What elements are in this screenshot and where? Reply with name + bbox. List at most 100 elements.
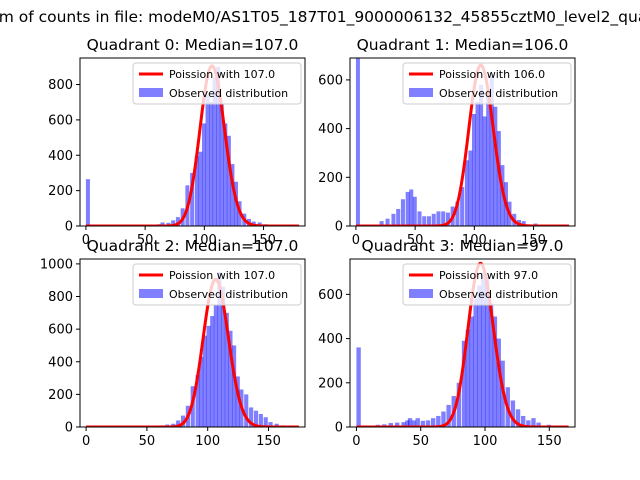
histogram-bar xyxy=(244,394,249,427)
y-tick-label: 200 xyxy=(48,388,73,403)
histogram-bar xyxy=(356,347,361,427)
legend-box xyxy=(132,263,302,306)
histogram-bar xyxy=(223,123,228,226)
histogram-bar xyxy=(355,58,360,226)
x-tick-label: 0 xyxy=(82,434,90,449)
x-tick-label: 100 xyxy=(473,434,498,449)
legend-box xyxy=(132,62,302,105)
y-tick-label: 600 xyxy=(318,288,343,303)
histogram-bar xyxy=(425,420,431,427)
histogram-bar xyxy=(205,95,210,226)
histogram-bar xyxy=(461,340,467,427)
x-tick-label: 100 xyxy=(192,233,217,248)
y-tick-label: 0 xyxy=(65,220,73,235)
histogram-bar xyxy=(510,400,516,427)
histogram-bar xyxy=(224,312,229,427)
histogram-bar xyxy=(536,422,541,427)
y-tick-label: 400 xyxy=(48,149,73,164)
histogram-bar xyxy=(385,218,390,226)
histogram-bar xyxy=(396,208,401,226)
histogram-bar xyxy=(409,189,414,226)
legend-label-observed: Observed distribution xyxy=(169,288,288,301)
y-tick-label: 0 xyxy=(335,421,343,436)
histogram-bar xyxy=(190,172,195,226)
histogram-bar xyxy=(160,222,165,226)
y-tick-label: 400 xyxy=(318,332,343,347)
legend-label-observed: Observed distribution xyxy=(439,288,558,301)
histogram-bar xyxy=(489,75,494,226)
histogram-bar xyxy=(526,420,531,427)
histogram-bar xyxy=(401,422,406,427)
x-tick-label: 150 xyxy=(521,233,546,248)
histogram-bar xyxy=(436,211,441,226)
y-tick-label: 200 xyxy=(318,171,343,186)
histogram-bar xyxy=(274,423,279,427)
x-tick-label: 150 xyxy=(537,434,562,449)
x-tick-label: 50 xyxy=(412,434,429,449)
legend-label-poisson: Poission with 107.0 xyxy=(169,68,275,81)
histogram-bar xyxy=(496,338,501,427)
x-tick-label: 150 xyxy=(251,233,276,248)
histogram-bar xyxy=(395,422,400,427)
histogram-bar xyxy=(482,116,487,226)
histogram-bar xyxy=(206,325,211,427)
axes-frame xyxy=(79,258,306,428)
histogram-bar xyxy=(485,276,490,427)
histogram-bar xyxy=(268,422,273,427)
histogram-bar xyxy=(477,285,482,427)
histogram-bar xyxy=(468,150,473,226)
histogram-bar xyxy=(235,376,240,427)
y-tick-label: 400 xyxy=(318,122,343,137)
subplot-quadrant-1: 0 50 100 150 0 200 400 600 Poission with 106.0 Ob… xyxy=(318,36,576,248)
histogram-bar xyxy=(426,216,431,226)
subplot-quadrant-2: 0 50 100 150 0 200 400 600 800 1000 Poission with … xyxy=(40,237,306,449)
legend-label-poisson: Poission with 106.0 xyxy=(439,68,545,81)
histogram-bar xyxy=(379,221,384,226)
histogram-bar xyxy=(486,94,491,226)
histogram-bar xyxy=(431,213,436,226)
x-tick-label: 50 xyxy=(137,233,154,248)
x-tick-label: 0 xyxy=(352,434,360,449)
histogram-bar xyxy=(521,221,526,226)
histogram-bar xyxy=(216,66,221,226)
histogram-bar xyxy=(258,413,263,427)
histogram-bar xyxy=(492,316,498,427)
y-tick-label: 600 xyxy=(48,113,73,128)
histogram-bar xyxy=(436,415,441,427)
subplot-title: Quadrant 1: Median=106.0 xyxy=(357,36,569,54)
histogram-bar xyxy=(175,217,180,226)
histogram-bar xyxy=(460,187,465,226)
y-tick-label: 800 xyxy=(48,78,73,93)
subplot-title: Quadrant 3: Median=97.0 xyxy=(362,237,564,255)
axes-frame xyxy=(349,57,576,227)
subplot-quadrant-3: 0 50 100 150 0 200 400 600 Poission with 97.0 Obs… xyxy=(318,237,576,449)
legend-label-observed: Observed distribution xyxy=(439,87,558,100)
histogram-bar xyxy=(446,404,451,427)
plot-area xyxy=(356,261,569,427)
histogram-bar xyxy=(263,417,268,427)
histogram-bar xyxy=(219,103,224,226)
histogram-bar xyxy=(531,418,536,427)
histogram-bar xyxy=(481,272,486,427)
histogram-bar xyxy=(257,222,262,226)
x-tick-label: 100 xyxy=(462,233,487,248)
histogram-bar xyxy=(415,418,420,427)
histogram-bar xyxy=(85,179,90,226)
histogram-bar xyxy=(488,303,494,427)
legend-label-poisson: Poission with 107.0 xyxy=(169,269,275,282)
legend-label-poisson: Poission with 97.0 xyxy=(439,269,538,282)
y-tick-label: 200 xyxy=(48,184,73,199)
x-tick-label: 100 xyxy=(195,434,220,449)
histogram-bar xyxy=(441,411,446,427)
histogram-bar xyxy=(405,420,410,427)
histogram-bar xyxy=(213,304,218,427)
histogram-bar xyxy=(221,286,226,427)
histogram-bar xyxy=(407,418,413,427)
y-tick-label: 0 xyxy=(65,421,73,436)
legend-box xyxy=(402,263,572,306)
legend-box xyxy=(402,62,572,105)
histogram-bar xyxy=(232,345,237,427)
histogram-bar xyxy=(391,213,396,226)
histogram-bar xyxy=(411,420,417,427)
